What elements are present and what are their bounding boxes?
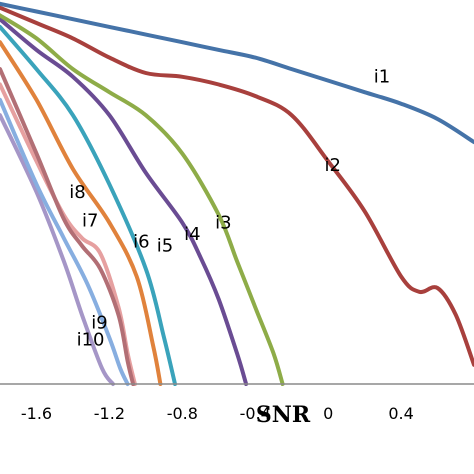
series-label-i8: i8 xyxy=(69,182,85,203)
x-tick-label: -0.8 xyxy=(167,404,198,423)
plot-area xyxy=(0,1,474,386)
series-label-i9: i9 xyxy=(91,312,107,333)
series-line-i2 xyxy=(0,5,474,367)
x-tick-label: -1.2 xyxy=(94,404,125,423)
x-tick-label: -0.4 xyxy=(240,404,271,423)
series-line-i9 xyxy=(0,97,130,386)
series-label-i2: i2 xyxy=(325,155,341,176)
series-label-i10: i10 xyxy=(77,330,105,351)
series-line-i1 xyxy=(0,1,474,145)
series-line-i6 xyxy=(0,40,163,386)
series-label-i6: i6 xyxy=(133,232,149,253)
series-line-i3 xyxy=(0,13,285,386)
x-axis-title: SNR xyxy=(256,402,311,428)
series-line-i5 xyxy=(0,24,177,386)
series-label-i7: i7 xyxy=(82,211,98,232)
series-line-i4 xyxy=(0,17,249,386)
series-line-i10 xyxy=(0,113,115,386)
x-tick-label: 0.4 xyxy=(388,404,413,423)
series-label-i3: i3 xyxy=(215,213,231,234)
series-label-i1: i1 xyxy=(374,67,390,88)
series-line-i7 xyxy=(0,67,136,386)
x-tick-label: 0 xyxy=(323,404,333,423)
x-axis-ticks: -1.6 -1.2 -0.8 -0.4 0 0.4 xyxy=(21,404,414,423)
series-label-i4: i4 xyxy=(184,224,200,245)
series-label-i5: i5 xyxy=(157,236,173,257)
x-tick-label: -1.6 xyxy=(21,404,52,423)
